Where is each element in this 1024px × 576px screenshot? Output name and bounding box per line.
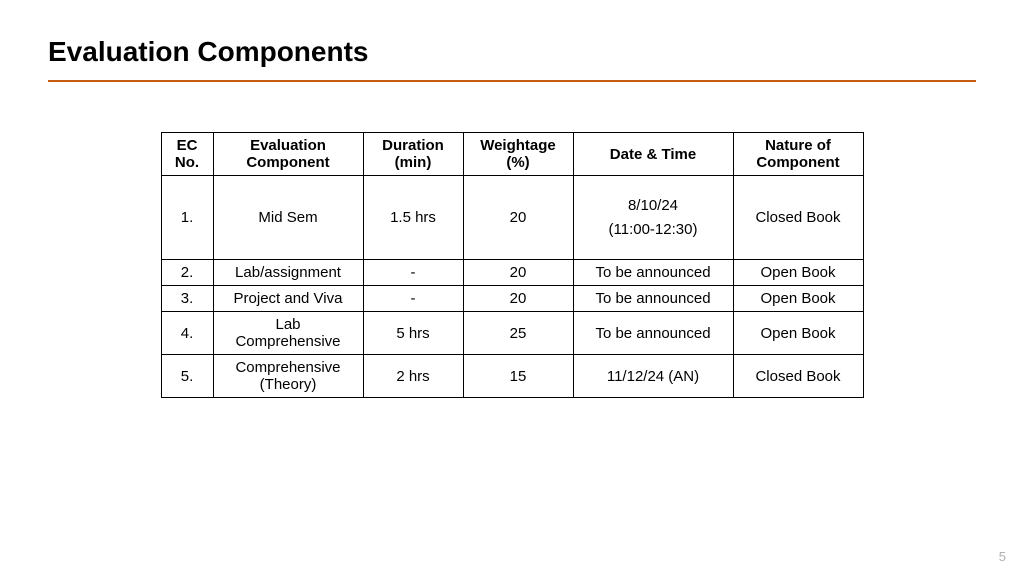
cell-ec: 5. xyxy=(161,355,213,398)
cell-wt: 15 xyxy=(463,355,573,398)
th-ec-no: EC No. xyxy=(161,133,213,176)
cell-dur: - xyxy=(363,260,463,286)
cell-wt: 20 xyxy=(463,176,573,260)
cell-ec: 4. xyxy=(161,312,213,355)
table-row: 1. Mid Sem 1.5 hrs 20 8/10/24 (11:00-12:… xyxy=(161,176,863,260)
cell-dt: To be announced xyxy=(573,312,733,355)
title-divider xyxy=(48,80,976,82)
cell-comp-line2: (Theory) xyxy=(224,376,353,393)
cell-nat: Open Book xyxy=(733,312,863,355)
cell-dur: 1.5 hrs xyxy=(363,176,463,260)
th-nature: Nature of Component xyxy=(733,133,863,176)
page-number: 5 xyxy=(999,549,1006,564)
cell-nat: Closed Book xyxy=(733,176,863,260)
th-duration: Duration (min) xyxy=(363,133,463,176)
cell-comp: Project and Viva xyxy=(213,286,363,312)
cell-dt: 11/12/24 (AN) xyxy=(573,355,733,398)
cell-dur: 5 hrs xyxy=(363,312,463,355)
cell-wt: 25 xyxy=(463,312,573,355)
cell-dur: - xyxy=(363,286,463,312)
evaluation-table: EC No. Evaluation Component Duration (mi… xyxy=(161,132,864,398)
cell-nat: Open Book xyxy=(733,286,863,312)
cell-comp: Comprehensive (Theory) xyxy=(213,355,363,398)
cell-wt: 20 xyxy=(463,260,573,286)
cell-dt: 8/10/24 (11:00-12:30) xyxy=(573,176,733,260)
table-row: 2. Lab/assignment - 20 To be announced O… xyxy=(161,260,863,286)
table-row: 3. Project and Viva - 20 To be announced… xyxy=(161,286,863,312)
cell-nat: Open Book xyxy=(733,260,863,286)
cell-nat: Closed Book xyxy=(733,355,863,398)
th-date-time: Date & Time xyxy=(573,133,733,176)
cell-dt: To be announced xyxy=(573,260,733,286)
cell-wt: 20 xyxy=(463,286,573,312)
cell-comp-line2: Comprehensive xyxy=(224,333,353,350)
page-title: Evaluation Components xyxy=(48,36,976,68)
cell-dt: To be announced xyxy=(573,286,733,312)
cell-ec: 3. xyxy=(161,286,213,312)
table-header-row: EC No. Evaluation Component Duration (mi… xyxy=(161,133,863,176)
cell-dt-line1: 8/10/24 xyxy=(584,194,723,218)
cell-comp: Lab/assignment xyxy=(213,260,363,286)
cell-comp: Mid Sem xyxy=(213,176,363,260)
table-row: 5. Comprehensive (Theory) 2 hrs 15 11/12… xyxy=(161,355,863,398)
table-row: 4. Lab Comprehensive 5 hrs 25 To be anno… xyxy=(161,312,863,355)
cell-comp-line1: Lab xyxy=(224,316,353,333)
th-weightage: Weightage (%) xyxy=(463,133,573,176)
cell-comp-line1: Comprehensive xyxy=(224,359,353,376)
th-eval-component: Evaluation Component xyxy=(213,133,363,176)
cell-comp: Lab Comprehensive xyxy=(213,312,363,355)
cell-ec: 2. xyxy=(161,260,213,286)
cell-dt-line2: (11:00-12:30) xyxy=(584,218,723,242)
cell-ec: 1. xyxy=(161,176,213,260)
cell-dur: 2 hrs xyxy=(363,355,463,398)
